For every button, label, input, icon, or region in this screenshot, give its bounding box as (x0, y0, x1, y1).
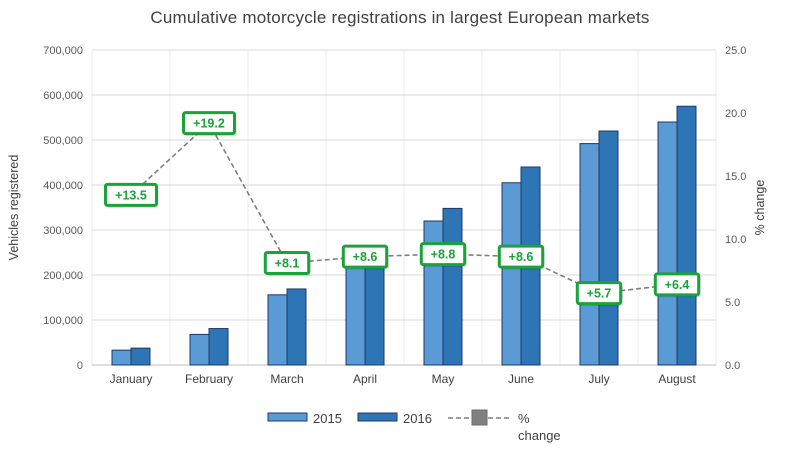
annotation-box (497, 244, 545, 269)
legend-label-2015: 2015 (313, 411, 342, 426)
annotation-box (263, 250, 311, 275)
right-axis-tick-label: 15.0 (725, 171, 746, 183)
bar-2016-january (130, 347, 151, 366)
legend-swatch-2015 (267, 412, 308, 422)
legend-marker-pct-change (471, 409, 488, 426)
right-axis-tick-label: 5.0 (725, 297, 740, 309)
x-axis-label-july: July (588, 372, 609, 386)
bar-2015-april (345, 256, 366, 366)
x-axis-label-june: June (508, 372, 534, 386)
annotation-box (341, 244, 389, 269)
left-axis-tick-label: 600,000 (43, 90, 83, 102)
x-axis-label-january: January (110, 372, 153, 386)
x-axis-label-august: August (658, 372, 696, 386)
left-axis-tick-label: 0 (77, 360, 83, 372)
annotation-box (104, 182, 158, 207)
right-axis-tick-label: 10.0 (725, 234, 746, 246)
bar-2015-january (111, 349, 132, 366)
left-axis-tick-label: 400,000 (43, 180, 83, 192)
annotation-box (419, 242, 467, 267)
x-axis-label-february: February (185, 372, 233, 386)
x-axis-label-march: March (270, 372, 303, 386)
annotation-value: +5.7 (587, 287, 612, 301)
right-axis-tick-label: 0.0 (725, 360, 740, 372)
right-axis-tick-label: 20.0 (725, 108, 746, 120)
legend-label-2016: 2016 (403, 411, 432, 426)
chart-title: Cumulative motorcycle registrations in l… (150, 8, 650, 27)
bar-2016-march (286, 288, 307, 366)
annotation-value: +8.6 (509, 250, 534, 264)
bar-2015-july (579, 143, 600, 366)
bar-2015-february (189, 333, 210, 366)
annotation-value: +13.5 (115, 188, 147, 202)
legend-label-change: change (518, 428, 561, 443)
left-axis-title: Vehicles registered (7, 155, 21, 261)
legend-label-pct: % (518, 411, 530, 426)
bar-2015-august (657, 121, 678, 366)
left-axis-tick-label: 300,000 (43, 225, 83, 237)
x-axis-label-may: May (432, 372, 455, 386)
left-axis-tick-label: 500,000 (43, 135, 83, 147)
left-axis-tick-label: 700,000 (43, 45, 83, 57)
annotation-value: +6.4 (665, 278, 690, 292)
annotation-value: +8.6 (353, 250, 378, 264)
annotation-box (182, 111, 236, 136)
annotation-value: +8.1 (275, 256, 300, 270)
bar-2015-june (501, 182, 522, 366)
annotation-value: +19.2 (193, 117, 225, 131)
left-axis-tick-label: 100,000 (43, 315, 83, 327)
bar-2016-may (442, 207, 463, 366)
bar-2016-august (676, 105, 697, 366)
right-axis-title: % change (753, 180, 767, 236)
bar-2015-march (267, 294, 288, 366)
left-axis-tick-label: 200,000 (43, 270, 83, 282)
legend-swatch-2016 (357, 412, 398, 422)
annotation-box (653, 272, 701, 297)
annotation-value: +8.8 (431, 248, 456, 262)
x-axis-label-april: April (353, 372, 377, 386)
annotation-box (575, 281, 623, 306)
bar-2016-july (598, 130, 619, 366)
right-axis-tick-label: 25.0 (725, 45, 746, 57)
bar-2016-february (208, 328, 229, 366)
